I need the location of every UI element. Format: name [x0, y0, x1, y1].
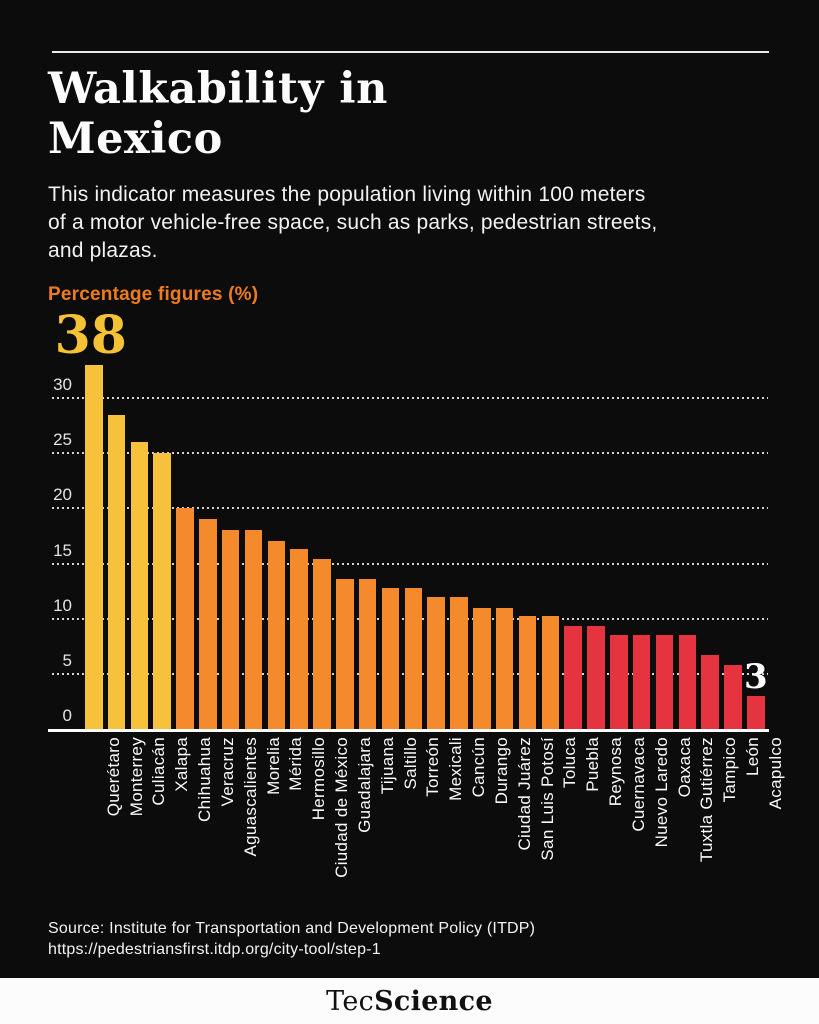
bar-tampico	[701, 655, 719, 729]
brand-regular: Tec	[326, 985, 375, 1017]
x-label-durango: Durango	[491, 737, 511, 805]
bar-cancun	[450, 596, 468, 729]
bar-ciudad-juarez	[495, 607, 514, 729]
y-tick-label-25: 25	[53, 430, 72, 450]
x-label-ciudad-de-mexico: Ciudad de México	[332, 737, 352, 878]
y-tick-label-10: 10	[53, 595, 72, 615]
bar-veracruz	[199, 519, 217, 729]
x-label-cancun: Cancún	[469, 737, 489, 798]
bar-oaxaca	[655, 635, 674, 729]
y-tick-label-5: 5	[62, 650, 72, 670]
x-label-acapulco: Acapulco	[765, 737, 785, 810]
bar-puebla	[564, 626, 582, 729]
footer-strip: TecScience	[0, 978, 819, 1024]
bar-monterrey	[107, 414, 126, 729]
bar-reynosa	[587, 626, 605, 729]
y-tick-label-0: 0	[62, 706, 72, 725]
bar-xalapa	[153, 453, 171, 729]
top-divider-rule	[52, 51, 769, 53]
bar-saltillo	[381, 587, 400, 729]
x-label-aguascalientes: Aguascalientes	[240, 737, 260, 857]
bar-nuevo-laredo	[632, 635, 651, 729]
bar-durango	[473, 607, 491, 729]
bar-acapulco	[747, 695, 765, 729]
bar-tuxtla-gutierrez	[678, 635, 697, 729]
x-label-chihuahua: Chihuahua	[195, 737, 215, 822]
bar-hermosillo	[290, 549, 308, 729]
x-label-san-luis-potosi: San Luis Potosí	[537, 737, 557, 861]
source-line: Source: Institute for Transportation and…	[48, 920, 536, 937]
x-label-leon: León	[742, 737, 762, 777]
bar-morelia	[244, 530, 263, 729]
y-tick-label-15: 15	[53, 540, 72, 560]
x-label-culiacan: Culiacán	[149, 737, 169, 806]
x-label-morelia: Morelia	[263, 737, 283, 795]
bar-mexicali	[427, 596, 445, 729]
brand-bold: Science	[374, 985, 493, 1017]
units-label: Percentage figures (%)	[48, 284, 259, 305]
x-label-puebla: Puebla	[583, 737, 603, 792]
gridline-30	[52, 397, 768, 400]
chart-description: This indicator measures the population l…	[48, 183, 658, 262]
x-label-guadalajara: Guadalajara	[354, 737, 374, 833]
bar-culiacan	[130, 442, 149, 729]
x-label-veracruz: Veracruz	[217, 737, 237, 807]
x-label-tampico: Tampico	[720, 737, 740, 803]
x-label-queretaro: Querétaro	[103, 737, 123, 817]
x-label-reynosa: Reynosa	[606, 737, 625, 807]
x-label-hermosillo: Hermosillo	[309, 737, 329, 821]
x-label-merida: Mérida	[286, 737, 306, 791]
x-label-toluca: Toluca	[560, 737, 580, 788]
bar-toluca	[541, 616, 560, 729]
gridline-15	[52, 562, 768, 565]
x-label-monterrey: Monterrey	[126, 737, 146, 817]
x-label-torreon: Torreón	[423, 737, 443, 797]
value-label-acapulco: 3	[743, 657, 768, 697]
y-tick-label-20: 20	[53, 485, 72, 505]
x-label-oaxaca: Oaxaca	[674, 737, 694, 798]
bar-tijuana	[358, 578, 377, 729]
gridline-25	[52, 452, 768, 455]
bar-aguascalientes	[221, 530, 240, 729]
source-block: Source: Institute for Transportation and…	[48, 918, 535, 960]
bar-queretaro	[85, 365, 103, 729]
bar-san-luis-potosi	[518, 616, 537, 729]
bar-guadalajara	[336, 578, 354, 729]
x-label-mexicali: Mexicali	[446, 737, 466, 801]
value-label-queretaro: 38	[54, 305, 127, 366]
x-axis-line	[48, 729, 769, 732]
bar-ciudad-de-mexico	[313, 559, 331, 729]
tecscience-logo: TecScience	[326, 986, 493, 1017]
bar-torreon	[404, 587, 423, 729]
x-label-tuxtla-gutierrez: Tuxtla Gutiérrez	[697, 737, 717, 863]
bar-chihuahua	[176, 508, 194, 729]
bar-cuernavaca	[610, 635, 628, 729]
x-label-xalapa: Xalapa	[172, 737, 192, 792]
x-label-saltillo: Saltillo	[400, 737, 420, 790]
x-label-ciudad-juarez: Ciudad Juárez	[514, 737, 534, 851]
bar-merida	[267, 541, 286, 729]
x-label-nuevo-laredo: Nuevo Laredo	[651, 737, 671, 848]
x-label-cuernavaca: Cuernavaca	[628, 737, 648, 832]
source-url: https://pedestriansfirst.itdp.org/city-t…	[48, 941, 381, 958]
gridline-20	[52, 507, 768, 510]
page-title: Walkability in Mexico	[48, 64, 388, 165]
bar-leon	[724, 665, 742, 729]
x-label-tijuana: Tijuana	[377, 737, 397, 795]
y-tick-label-30: 30	[53, 375, 72, 395]
